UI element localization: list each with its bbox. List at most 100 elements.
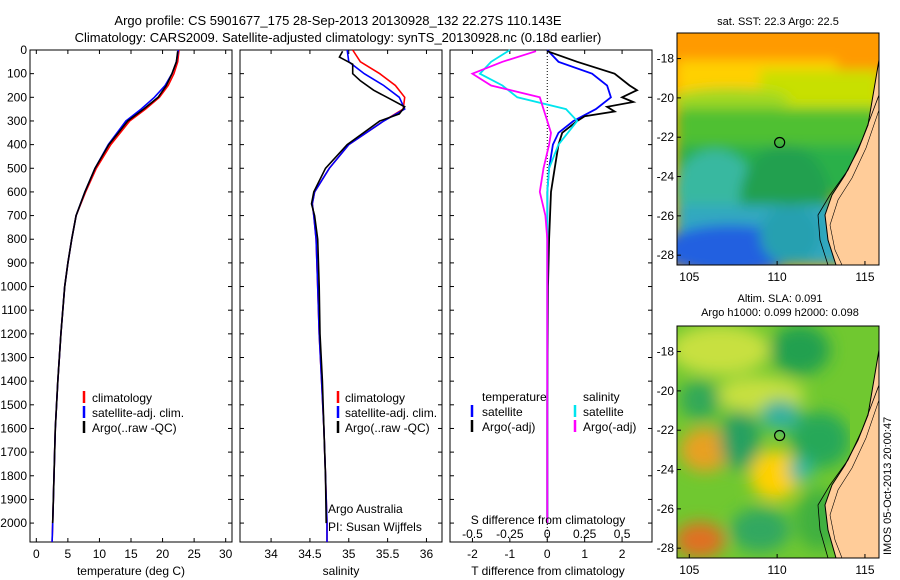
legend-label-s-satellite: satellite <box>583 405 624 419</box>
temperature-x-label: temperature (deg C) <box>77 564 185 578</box>
map-y-tick-label: -20 <box>657 384 675 398</box>
legend-label-climatology: climatology <box>92 391 152 405</box>
map-y-tick-label: -28 <box>657 541 675 555</box>
map-y-tick-label: -24 <box>657 170 675 184</box>
s-difference-argo-line <box>470 50 552 524</box>
x-tick-label: 5 <box>65 547 72 561</box>
depth-tick-label: 1800 <box>0 469 27 483</box>
legend-label-argo: Argo(..raw -QC) <box>345 421 430 435</box>
map-y-tick-label: -24 <box>657 463 675 477</box>
pi-annotation: PI: Susan Wijffels <box>328 520 422 534</box>
sst-map-axes: 105 110 115 -18 -20 -22 -24 -26 -28 <box>657 52 875 284</box>
x-tick-label: 0 <box>33 547 40 561</box>
salinity-argo-line <box>310 50 406 524</box>
depth-tick-label: 1300 <box>0 351 27 365</box>
salinity-legend: climatology satellite-adj. clim. Argo(..… <box>336 391 437 435</box>
legend-label-t-argo: Argo(-adj) <box>482 420 535 434</box>
title-line-1: Argo profile: CS 5901677_175 28-Sep-2013… <box>114 13 562 28</box>
x-tick-label: 36 <box>420 547 434 561</box>
depth-tick-label: 800 <box>7 232 27 246</box>
depth-axis: 0 100 200 300 400 500 600 700 800 900 1000 1100 1200… <box>0 43 652 530</box>
legend-heading-salinity: salinity <box>583 390 620 404</box>
map-x-tick-label: 115 <box>855 563 874 577</box>
sla-map-title-line-1: Altim. SLA: 0.091 <box>738 293 823 305</box>
legend-heading-temperature: temperature <box>482 390 547 404</box>
legend-label-satellite-adj: satellite-adj. clim. <box>345 406 437 420</box>
depth-tick-label: 1900 <box>0 492 27 506</box>
t-difference-satellite-line <box>546 49 612 524</box>
salinity-x-axis: 34 34.5 35 35.5 36 <box>264 50 433 561</box>
x-tick-label: -2 <box>467 547 478 561</box>
sst-map-field <box>677 33 879 265</box>
map-x-tick-label: 110 <box>768 270 787 284</box>
depth-tick-label: 1400 <box>0 374 27 388</box>
sla-map-frame <box>676 325 880 559</box>
imos-credit: IMOS 05-Oct-2013 20:00:47 <box>882 417 894 555</box>
s-difference-tick-label: 0.5 <box>614 527 631 541</box>
depth-tick-label: 200 <box>7 90 27 104</box>
map-x-tick-label: 115 <box>855 270 874 284</box>
legend-label-t-satellite: satellite <box>482 405 523 419</box>
s-difference-satellite-line <box>478 49 579 524</box>
map-x-tick-label: 110 <box>768 563 787 577</box>
x-tick-label: 10 <box>93 547 107 561</box>
salinity-satellite-adj-line <box>311 49 406 542</box>
difference-legend: temperature satellite Argo(-adj) salinit… <box>470 390 636 434</box>
sst-map-frame <box>676 32 880 266</box>
s-difference-tick-label: 0.25 <box>573 527 597 541</box>
depth-tick-label: 1700 <box>0 445 27 459</box>
depth-tick-label: 900 <box>7 256 27 270</box>
depth-tick-label: 1100 <box>1 303 27 317</box>
depth-tick-label: 500 <box>7 161 27 175</box>
title-line-2: Climatology: CARS2009. Satellite-adjuste… <box>75 30 602 45</box>
depth-tick-label: 2000 <box>0 516 27 530</box>
depth-tick-label: 0 <box>20 43 27 57</box>
x-tick-label: -1 <box>505 547 516 561</box>
map-x-tick-label: 105 <box>679 563 699 577</box>
x-tick-label: 35 <box>342 547 356 561</box>
temperature-legend: climatology satellite-adj. clim. Argo(..… <box>82 391 184 435</box>
map-y-tick-label: -22 <box>657 130 675 144</box>
x-tick-label: 20 <box>156 547 170 561</box>
temperature-satellite-adj-line <box>51 49 180 543</box>
map-y-tick-label: -18 <box>657 52 675 66</box>
legend-label-s-argo: Argo(-adj) <box>583 420 636 434</box>
argo-australia-annotation: Argo Australia <box>328 502 403 516</box>
x-tick-label: 0 <box>544 547 551 561</box>
sla-map-axes: 105 110 115 -18 -20 -22 -24 -26 -28 <box>657 345 875 577</box>
depth-tick-label: 1200 <box>0 327 27 341</box>
x-tick-label: 34 <box>264 547 278 561</box>
s-difference-label: S difference from climatology <box>471 513 626 527</box>
sla-map-title-line-2: Argo h1000: 0.099 h2000: 0.098 <box>701 307 859 319</box>
x-tick-label: 2 <box>619 547 626 561</box>
x-tick-label: 35.5 <box>376 547 400 561</box>
sst-map-title: sat. SST: 22.3 Argo: 22.5 <box>717 16 839 28</box>
x-tick-label: 1 <box>581 547 588 561</box>
legend-label-argo: Argo(..raw -QC) <box>92 421 177 435</box>
sla-map-field <box>677 326 879 558</box>
s-difference-tick-label: -0.5 <box>462 527 483 541</box>
difference-panel-frame <box>449 49 653 543</box>
legend-label-satellite-adj: satellite-adj. clim. <box>92 406 184 420</box>
depth-tick-label: 700 <box>7 209 27 223</box>
map-y-tick-label: -22 <box>657 423 675 437</box>
depth-tick-label: 1000 <box>0 280 27 294</box>
depth-tick-label: 600 <box>7 185 27 199</box>
map-y-tick-label: -18 <box>657 345 675 359</box>
temperature-x-axis: 0 5 10 15 20 25 30 <box>33 50 233 561</box>
sla-argo-position-marker <box>774 429 786 442</box>
x-tick-label: 15 <box>124 547 138 561</box>
x-tick-label: 30 <box>219 547 233 561</box>
legend-label-climatology: climatology <box>345 391 405 405</box>
salinity-climatology-line <box>311 49 406 542</box>
salinity-panel-frame <box>239 49 443 543</box>
map-y-tick-label: -28 <box>657 248 675 262</box>
depth-tick-label: 100 <box>7 67 27 81</box>
map-y-tick-label: -26 <box>657 209 675 223</box>
temperature-panel-frame <box>29 49 233 543</box>
depth-tick-label: 1600 <box>0 421 27 435</box>
depth-tick-label: 300 <box>7 114 27 128</box>
t-difference-x-label: T difference from climatology <box>471 564 625 578</box>
map-x-tick-label: 105 <box>679 270 699 284</box>
